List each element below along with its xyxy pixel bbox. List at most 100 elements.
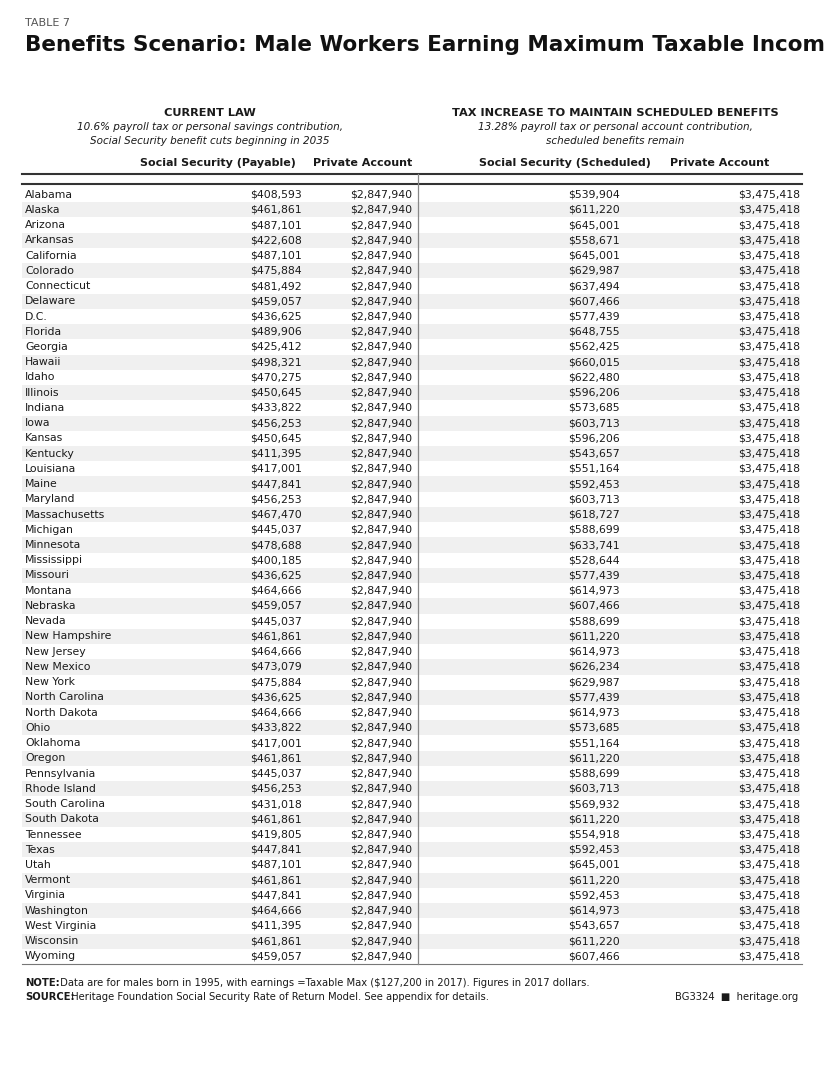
Text: $422,608: $422,608	[250, 235, 302, 245]
Text: $2,847,940: $2,847,940	[350, 342, 412, 353]
Text: $592,453: $592,453	[568, 890, 620, 901]
Bar	[22, 629, 800, 644]
Text: $433,822: $433,822	[250, 403, 302, 413]
Text: $3,475,418: $3,475,418	[738, 707, 800, 718]
Text: $607,466: $607,466	[568, 601, 620, 611]
Text: $433,822: $433,822	[250, 722, 302, 733]
Text: $478,688: $478,688	[250, 540, 302, 551]
Text: $614,973: $614,973	[568, 707, 620, 718]
Text: $562,425: $562,425	[568, 342, 620, 353]
Text: $629,987: $629,987	[568, 265, 620, 275]
Text: Pennsylvania: Pennsylvania	[25, 768, 97, 779]
Text: $3,475,418: $3,475,418	[738, 387, 800, 398]
Text: $596,206: $596,206	[568, 433, 620, 444]
Text: $447,841: $447,841	[250, 844, 302, 855]
Text: $588,699: $588,699	[568, 768, 620, 779]
Text: $648,755: $648,755	[568, 326, 620, 336]
Text: $2,847,940: $2,847,940	[350, 662, 412, 672]
Text: NOTE:: NOTE:	[25, 978, 59, 988]
Text: $629,987: $629,987	[568, 677, 620, 688]
Text: Data are for males born in 1995, with earnings =Taxable Max ($127,200 in 2017). : Data are for males born in 1995, with ea…	[57, 978, 590, 988]
Text: $2,847,940: $2,847,940	[350, 844, 412, 855]
Text: $2,847,940: $2,847,940	[350, 357, 412, 368]
Text: New York: New York	[25, 677, 75, 688]
Text: $408,593: $408,593	[250, 189, 302, 199]
Text: Michigan: Michigan	[25, 524, 74, 535]
Text: Colorado: Colorado	[25, 265, 74, 275]
Text: $3,475,418: $3,475,418	[738, 403, 800, 413]
Text: $436,625: $436,625	[250, 311, 302, 321]
Text: $2,847,940: $2,847,940	[350, 905, 412, 916]
Text: $3,475,418: $3,475,418	[738, 570, 800, 581]
Text: $461,861: $461,861	[250, 205, 302, 214]
Text: $459,057: $459,057	[250, 296, 302, 306]
Text: $3,475,418: $3,475,418	[738, 357, 800, 368]
Text: $450,645: $450,645	[250, 387, 302, 398]
Text: $543,657: $543,657	[568, 920, 620, 931]
Bar	[22, 233, 800, 248]
Text: $592,453: $592,453	[568, 479, 620, 490]
Text: $3,475,418: $3,475,418	[738, 540, 800, 551]
Text: $2,847,940: $2,847,940	[350, 936, 412, 947]
Text: $3,475,418: $3,475,418	[738, 555, 800, 566]
Text: $436,625: $436,625	[250, 570, 302, 581]
Text: $3,475,418: $3,475,418	[738, 920, 800, 931]
Text: $3,475,418: $3,475,418	[738, 463, 800, 474]
Text: $3,475,418: $3,475,418	[738, 829, 800, 840]
Text: $3,475,418: $3,475,418	[738, 342, 800, 353]
Text: $447,841: $447,841	[250, 890, 302, 901]
Text: Utah: Utah	[25, 860, 51, 870]
Text: $470,275: $470,275	[250, 372, 302, 383]
Bar	[22, 294, 800, 309]
Text: $445,037: $445,037	[250, 768, 302, 779]
Text: $2,847,940: $2,847,940	[350, 920, 412, 931]
Text: $607,466: $607,466	[568, 296, 620, 306]
Text: $2,847,940: $2,847,940	[350, 799, 412, 809]
Text: $2,847,940: $2,847,940	[350, 540, 412, 551]
Text: $445,037: $445,037	[250, 616, 302, 627]
Text: $456,253: $456,253	[250, 418, 302, 429]
Text: $2,847,940: $2,847,940	[350, 479, 412, 490]
Text: $447,841: $447,841	[250, 479, 302, 490]
Text: $3,475,418: $3,475,418	[738, 814, 800, 825]
Text: $3,475,418: $3,475,418	[738, 890, 800, 901]
Text: $2,847,940: $2,847,940	[350, 616, 412, 627]
Text: $603,713: $603,713	[568, 783, 620, 794]
Text: $2,847,940: $2,847,940	[350, 250, 412, 260]
Text: $3,475,418: $3,475,418	[738, 418, 800, 429]
Text: $464,666: $464,666	[250, 646, 302, 657]
Text: $611,220: $611,220	[568, 875, 620, 886]
Text: $3,475,418: $3,475,418	[738, 753, 800, 764]
Text: Private Account: Private Account	[314, 158, 412, 168]
Text: Heritage Foundation Social Security Rate of Return Model. See appendix for detai: Heritage Foundation Social Security Rate…	[68, 992, 489, 1002]
Text: $2,847,940: $2,847,940	[350, 524, 412, 535]
Text: California: California	[25, 250, 77, 260]
Text: Delaware: Delaware	[25, 296, 76, 306]
Bar	[22, 416, 800, 431]
Text: $614,973: $614,973	[568, 585, 620, 596]
Text: $481,492: $481,492	[250, 281, 302, 290]
Text: $543,657: $543,657	[568, 448, 620, 459]
Text: $2,847,940: $2,847,940	[350, 585, 412, 596]
Text: TABLE 7: TABLE 7	[25, 18, 70, 28]
Bar	[22, 477, 800, 492]
Text: $569,932: $569,932	[568, 799, 620, 809]
Text: $2,847,940: $2,847,940	[350, 601, 412, 611]
Text: $611,220: $611,220	[568, 631, 620, 642]
Bar	[22, 934, 800, 949]
Text: $3,475,418: $3,475,418	[738, 326, 800, 336]
Text: $467,470: $467,470	[250, 509, 302, 520]
Text: Georgia: Georgia	[25, 342, 68, 353]
Text: Oklahoma: Oklahoma	[25, 738, 81, 749]
Text: $554,918: $554,918	[568, 829, 620, 840]
Text: $2,847,940: $2,847,940	[350, 631, 412, 642]
Text: $3,475,418: $3,475,418	[738, 509, 800, 520]
Text: $558,671: $558,671	[568, 235, 620, 245]
Text: D.C.: D.C.	[25, 311, 48, 321]
Text: $573,685: $573,685	[568, 403, 620, 413]
Text: $2,847,940: $2,847,940	[350, 433, 412, 444]
Bar	[22, 324, 800, 339]
Text: $2,847,940: $2,847,940	[350, 783, 412, 794]
Text: Oregon: Oregon	[25, 753, 65, 764]
Text: Wisconsin: Wisconsin	[25, 936, 79, 947]
